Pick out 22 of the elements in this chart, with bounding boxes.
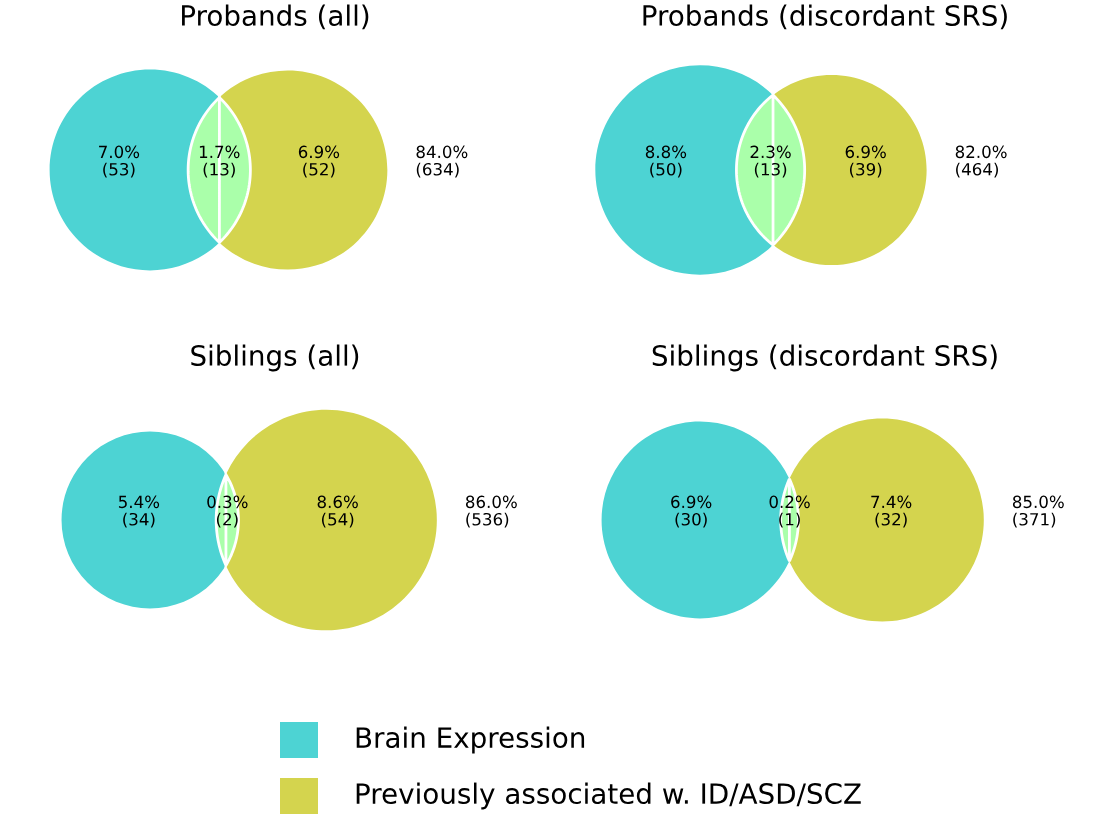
text: Probands (discordant SRS) [643, 4, 1007, 30]
data-label: 6.9% (39) [845, 145, 886, 178]
data-label: 5.4% (34) [118, 495, 160, 528]
data-label: 82.0% (464) [955, 145, 1007, 178]
data-label: 0.3% (2) [207, 495, 248, 528]
data-label: 0.2% (1) [769, 495, 810, 528]
data-label: 6.9% (52) [298, 145, 340, 178]
data-label: 6.9% (30) [671, 495, 712, 528]
category-label: Previously associated w. ID/ASD/SCZ [356, 782, 861, 810]
data-label: 85.0% (371) [1012, 495, 1064, 528]
data-label: 8.6% (54) [317, 495, 358, 528]
data-label: 86.0% (536) [465, 495, 517, 528]
text: Probands (all) [182, 4, 369, 30]
data-label: 1.7% (13) [199, 145, 240, 178]
text: Siblings (discordant SRS) [652, 344, 997, 372]
data-label: 2.3% (13) [750, 145, 791, 178]
data-label: 7.4% (32) [871, 495, 912, 528]
category-label: Brain Expression [356, 726, 585, 754]
data-label: 8.8% (50) [645, 145, 687, 178]
text: Siblings (all) [191, 344, 359, 372]
data-label: 7.0% (53) [99, 145, 140, 178]
data-label: 84.0% (634) [416, 145, 468, 178]
